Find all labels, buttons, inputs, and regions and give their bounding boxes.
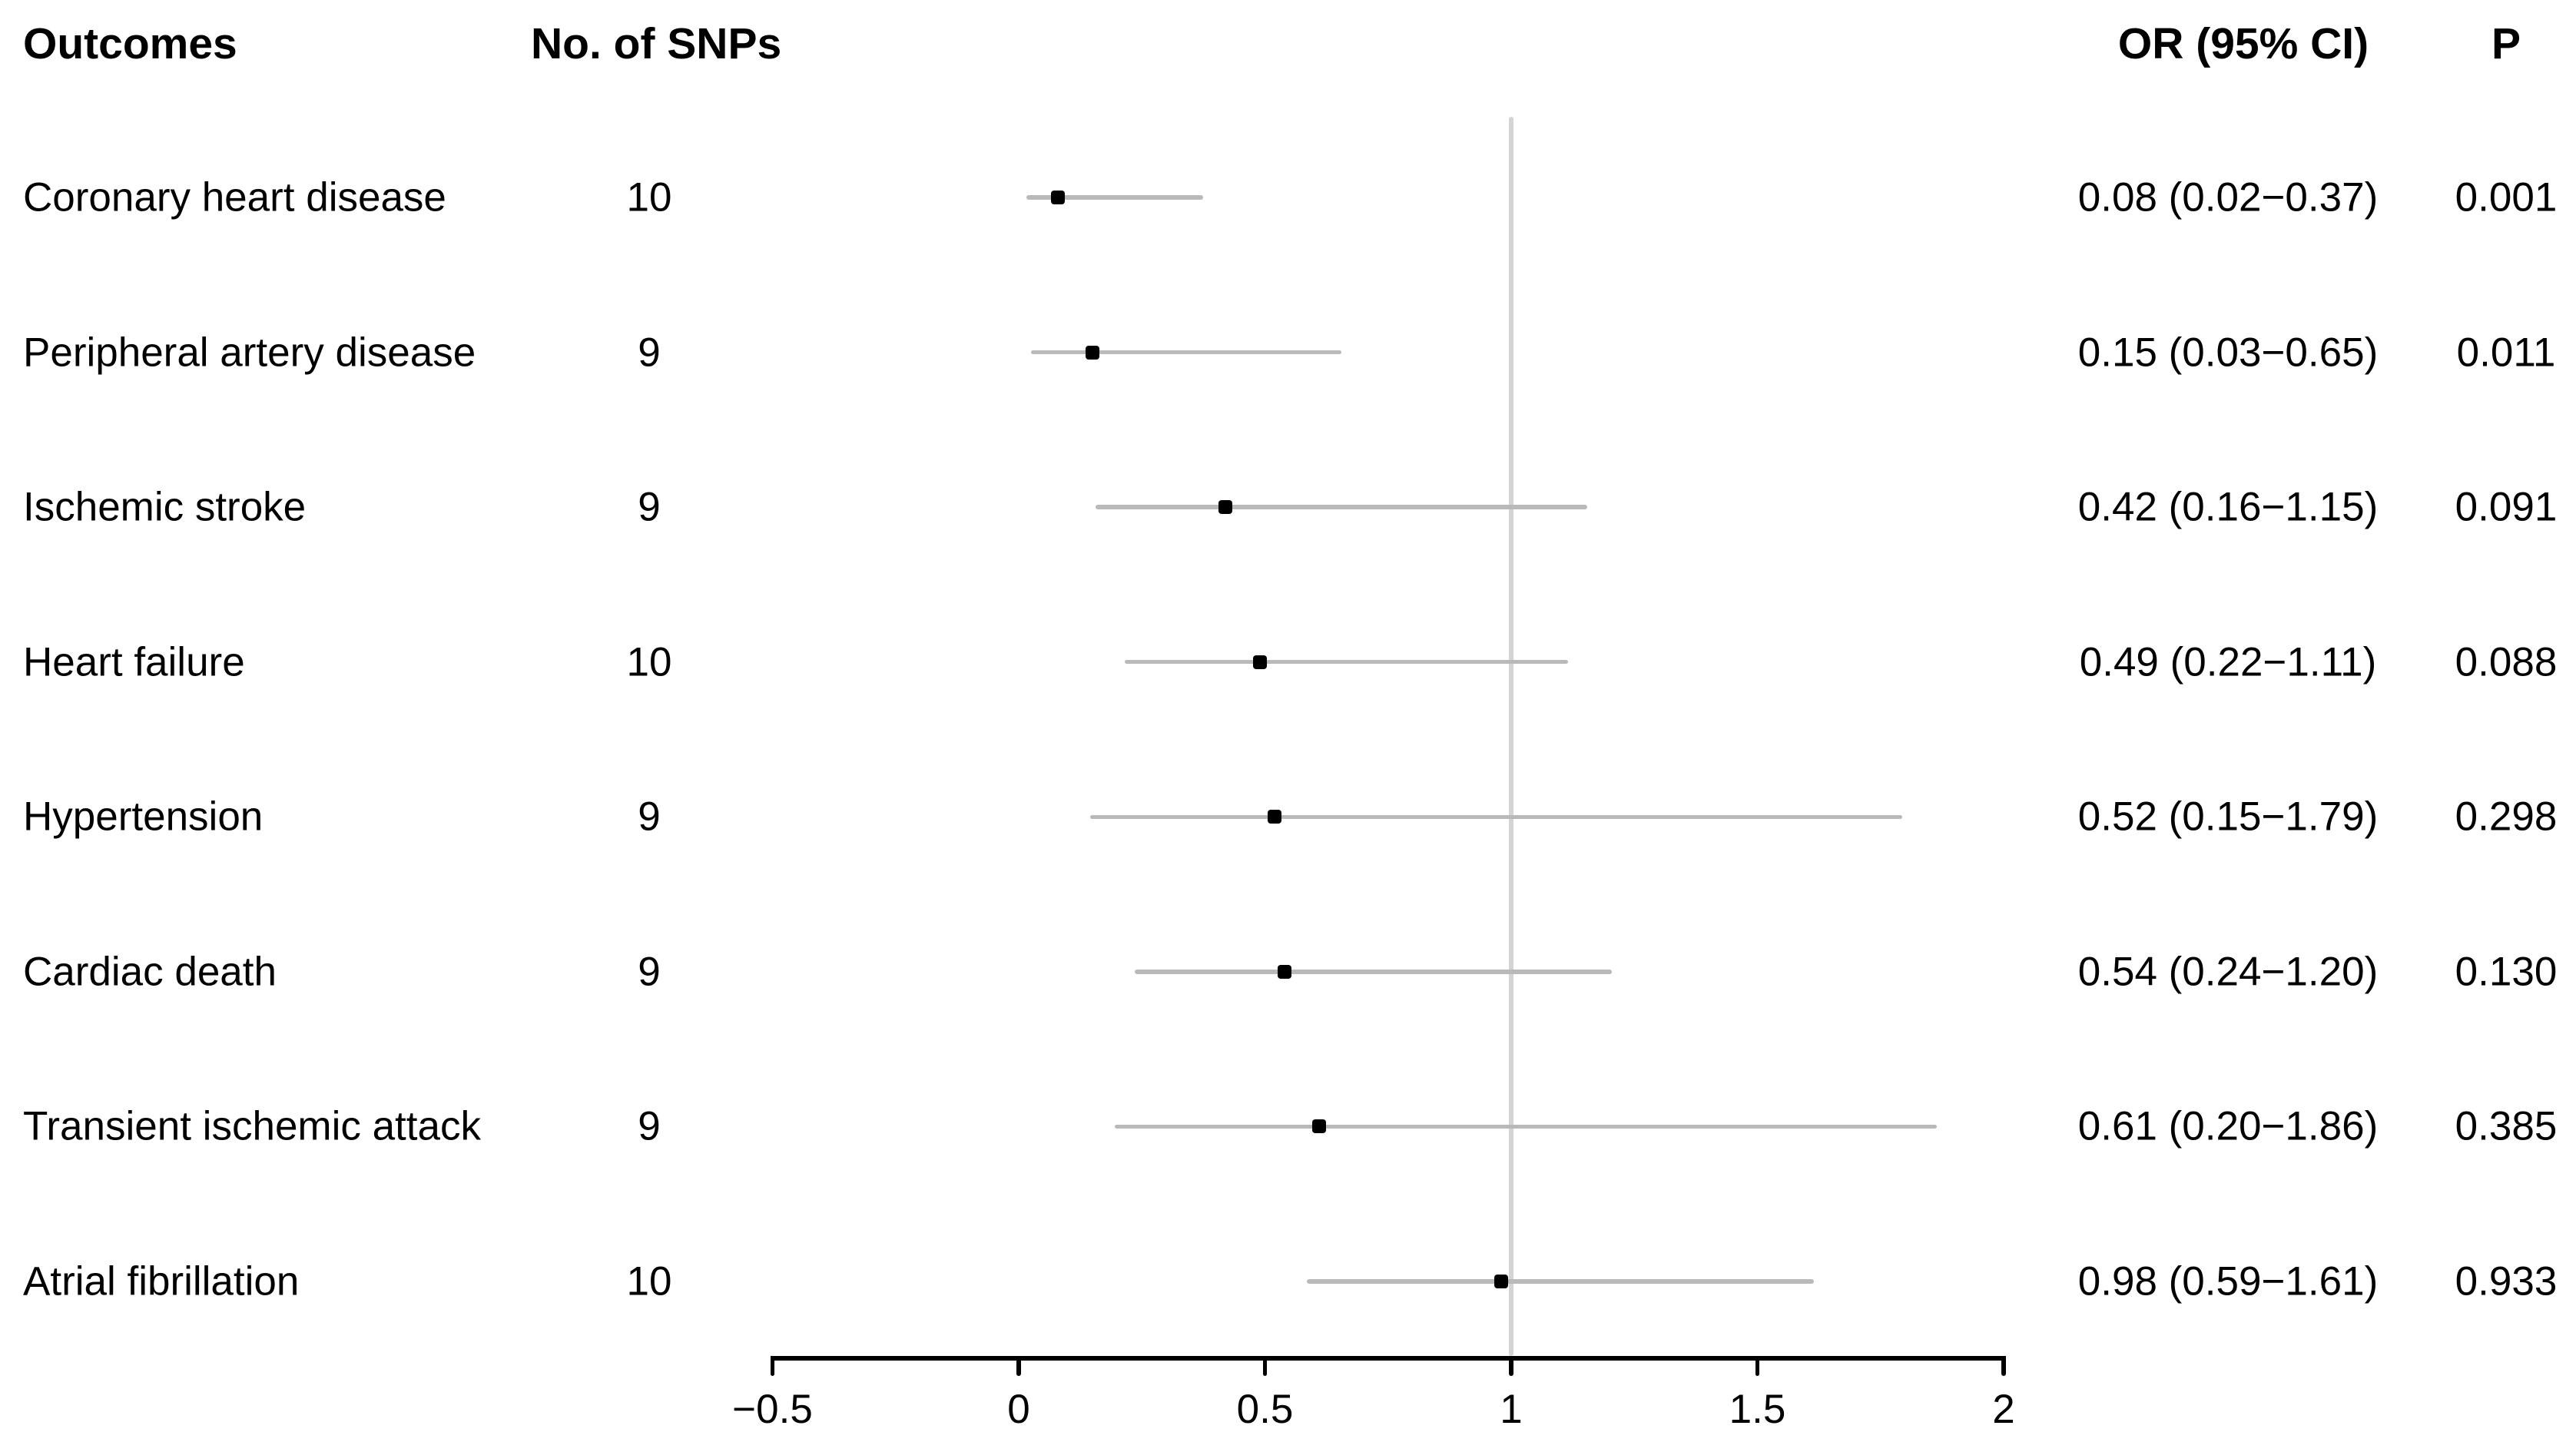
- column-header-outcomes: Outcomes: [23, 19, 237, 68]
- p-value: 0.933: [2455, 1258, 2558, 1304]
- outcome-label: Coronary heart disease: [23, 174, 446, 220]
- or-ci-value: 0.49 (0.22−1.11): [2079, 639, 2377, 685]
- x-axis-tick-label: 1.5: [1729, 1387, 1786, 1432]
- reference-line: [1509, 117, 1513, 1356]
- or-ci-value: 0.54 (0.24−1.20): [2077, 949, 2379, 995]
- x-axis-line: [770, 1356, 2006, 1361]
- ci-line: [1031, 350, 1341, 355]
- or-marker: [1086, 345, 1100, 360]
- outcome-label: Hypertension: [23, 794, 264, 840]
- or-marker: [1312, 1119, 1326, 1134]
- or-marker: [1278, 964, 1292, 979]
- or-ci-value: 0.98 (0.59−1.61): [2077, 1258, 2379, 1304]
- p-value: 0.088: [2455, 639, 2558, 685]
- outcome-label: Cardiac death: [23, 949, 277, 995]
- p-value: 0.385: [2455, 1103, 2558, 1149]
- outcome-label: Transient ischemic attack: [23, 1103, 481, 1149]
- column-header-no-of-snps: No. of SNPs: [531, 19, 782, 68]
- x-axis-tick: [1755, 1358, 1760, 1376]
- x-axis-tick-label: 2: [1992, 1387, 2015, 1432]
- or-ci-value: 0.42 (0.16−1.15): [2077, 484, 2379, 530]
- x-axis-tick: [2001, 1358, 2006, 1376]
- snp-count: 9: [638, 949, 661, 995]
- x-axis-tick-label: 0: [1007, 1387, 1030, 1432]
- or-marker: [1494, 1274, 1509, 1288]
- or-ci-value: 0.08 (0.02−0.37): [2077, 174, 2379, 220]
- x-axis-tick-label: 0.5: [1236, 1387, 1294, 1432]
- or-ci-value: 0.52 (0.15−1.79): [2077, 794, 2379, 840]
- snp-count: 9: [638, 1103, 661, 1149]
- ci-line: [1125, 659, 1568, 665]
- snp-count: 9: [638, 794, 661, 840]
- column-header-or-ci: OR (95% CI): [2117, 19, 2369, 68]
- snp-count: 9: [638, 484, 661, 530]
- ci-line: [1134, 970, 1613, 974]
- snp-count: 10: [626, 1258, 672, 1304]
- x-axis-tick: [1262, 1358, 1268, 1376]
- x-axis-tick-label: −0.5: [732, 1387, 813, 1432]
- or-marker: [1268, 810, 1282, 824]
- or-marker: [1051, 191, 1066, 204]
- p-value: 0.091: [2455, 484, 2558, 530]
- p-value: 0.001: [2455, 174, 2558, 220]
- ci-line: [1095, 505, 1588, 509]
- or-marker: [1253, 655, 1268, 669]
- snp-count: 10: [626, 639, 672, 685]
- ci-line: [1026, 195, 1204, 200]
- p-value: 0.298: [2455, 794, 2558, 840]
- snp-count: 10: [626, 174, 672, 220]
- ci-line: [1115, 1124, 1938, 1129]
- p-value: 0.011: [2456, 330, 2556, 376]
- outcome-label: Peripheral artery disease: [23, 330, 476, 376]
- x-axis-tick-label: 1: [1500, 1387, 1523, 1432]
- p-value: 0.130: [2455, 949, 2558, 995]
- snp-count: 9: [638, 330, 661, 376]
- column-header-p-value: P: [2491, 19, 2521, 68]
- outcome-label: Ischemic stroke: [23, 484, 307, 530]
- x-axis-tick: [770, 1358, 775, 1376]
- x-axis-tick: [1509, 1358, 1513, 1376]
- ci-line: [1307, 1279, 1814, 1284]
- or-marker: [1218, 500, 1233, 515]
- or-ci-value: 0.15 (0.03−0.65): [2077, 330, 2379, 376]
- outcome-label: Atrial fibrillation: [23, 1258, 300, 1304]
- or-ci-value: 0.61 (0.20−1.86): [2077, 1103, 2379, 1149]
- ci-line: [1090, 814, 1903, 820]
- x-axis-tick: [1016, 1358, 1021, 1376]
- outcome-label: Heart failure: [23, 639, 245, 685]
